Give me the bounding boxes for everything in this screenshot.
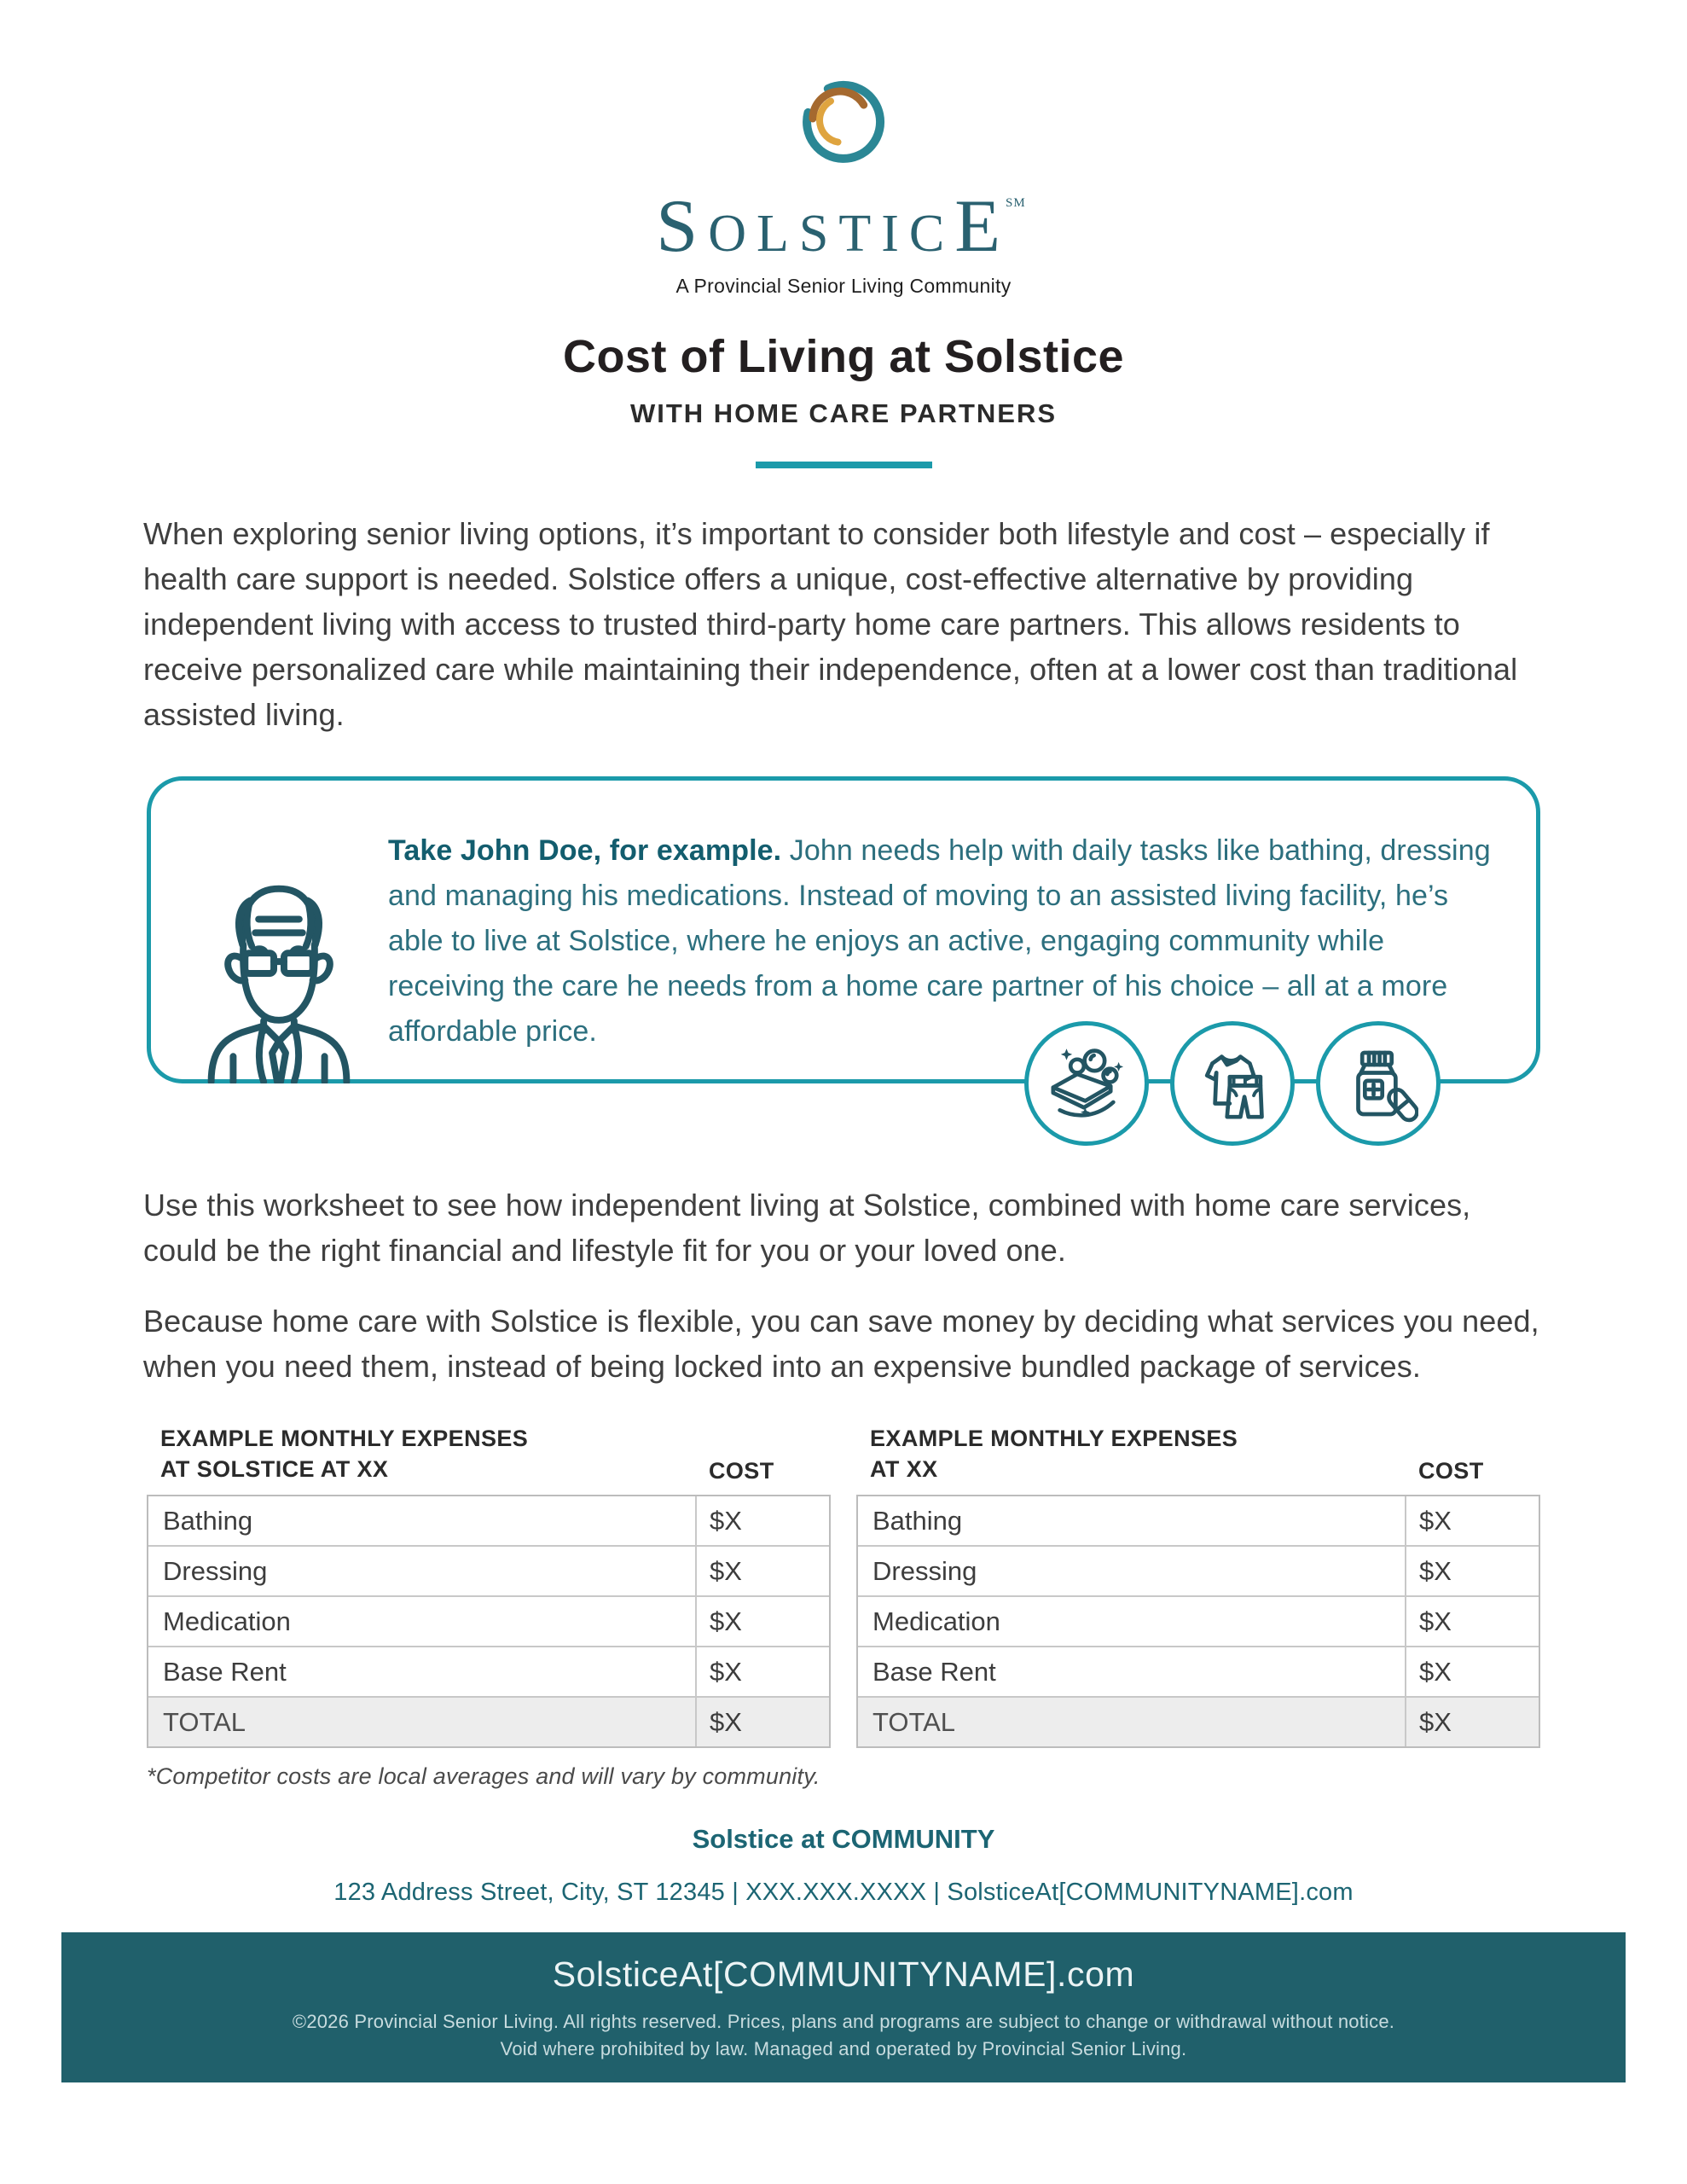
expenses-table-competitor: EXAMPLE MONTHLY EXPENSES AT XX COST Bath… [856,1423,1540,1748]
row-cost: $X [695,1597,829,1646]
table-row: Medication $X [148,1595,829,1646]
footer-legal-line-2: Void where prohibited by law. Managed an… [500,2038,1187,2059]
table-row: Medication $X [858,1595,1539,1646]
dressing-icon-circle [1170,1021,1295,1146]
brand-wordmark: S OLSTIC E SM [0,189,1687,264]
row-cost: $X [695,1698,829,1746]
footer-website: SolsticeAt[COMMUNITYNAME].com [552,1955,1135,1994]
wordmark-middle-letters: OLSTIC [708,205,955,263]
row-cost: $X [1405,1647,1539,1696]
footer-legal-line-1: ©2026 Provincial Senior Living. All righ… [292,2011,1395,2032]
cost-header: COST [1418,1458,1484,1484]
bathing-icon-circle [1024,1021,1149,1146]
row-cost: $X [1405,1496,1539,1545]
row-cost: $X [1405,1698,1539,1746]
expenses-table-solstice: EXAMPLE MONTHLY EXPENSES AT SOLSTICE AT … [147,1423,831,1748]
page-title: Cost of Living at Solstice [562,331,1125,382]
table-row: Base Rent $X [858,1646,1539,1696]
senior-resident-icon [207,885,351,1083]
row-label: Bathing [872,1505,963,1536]
brand-logo: S OLSTIC E SM A Provincial Senior Living Co… [0,0,1687,298]
medication-bottle-icon [1356,1050,1418,1123]
wordmark-first-letter: S [656,185,709,268]
flexible-paragraph: Because home care with Solstice is flexi… [143,1304,1539,1384]
row-label: Dressing [872,1555,977,1586]
community-contact: 123 Address Street, City, ST 12345 | XXX… [333,1879,1354,1906]
row-cost: $X [695,1496,829,1545]
expense-tables: EXAMPLE MONTHLY EXPENSES AT SOLSTICE AT … [147,1423,1540,1748]
table-header: EXAMPLE MONTHLY EXPENSES AT XX COST [856,1423,1540,1484]
table-title: EXAMPLE MONTHLY EXPENSES AT SOLSTICE AT … [160,1426,529,1482]
callout-text: Take John Doe, for example. John needs h… [388,828,1505,1054]
row-cost: $X [1405,1547,1539,1595]
row-cost: $X [695,1647,829,1696]
callout-lead: Take John Doe, for example. [388,834,782,867]
table-row: Base Rent $X [148,1646,829,1696]
callout-body: John needs help with daily tasks like ba… [388,834,1491,1048]
row-label: Base Rent [872,1656,996,1687]
community-name: Solstice at COMMUNITY [692,1824,995,1854]
page-subtitle: WITH HOME CARE PARTNERS [629,398,1058,428]
example-callout: Take John Doe, for example. John needs h… [147,776,1540,1146]
table-row: Bathing $X [148,1496,829,1545]
brand-tagline: A Provincial Senior Living Community [675,275,1012,297]
wordmark-last-letter: E [954,185,1012,268]
table-header: EXAMPLE MONTHLY EXPENSES AT SOLSTICE AT … [147,1423,831,1484]
title-divider [755,462,932,468]
table-body: Bathing $X Dressing $X Medication $X Bas… [147,1495,831,1748]
table-row: Dressing $X [148,1545,829,1595]
solstice-swirl-icon [803,81,885,163]
row-label: Medication [163,1606,291,1636]
footnote: *Competitor costs are local averages and… [147,1763,820,1789]
footer-legal: ©2026 Provincial Senior Living. All righ… [61,2008,1626,2063]
table-row: Bathing $X [858,1496,1539,1545]
care-service-icons [1024,1021,1441,1146]
intro-paragraph: When exploring senior living options, it… [143,516,1518,732]
table-body: Bathing $X Dressing $X Medication $X Bas… [856,1495,1540,1748]
worksheet-paragraph: Use this worksheet to see how independen… [143,1188,1471,1268]
bathing-soap-icon [1051,1048,1124,1118]
row-cost: $X [1405,1597,1539,1646]
table-title: EXAMPLE MONTHLY EXPENSES AT XX [870,1426,1238,1482]
row-cost: $X [695,1547,829,1595]
row-label: TOTAL [872,1706,956,1737]
row-label: Dressing [163,1555,268,1586]
medication-icon-circle [1316,1021,1441,1146]
table-row-total: TOTAL $X [858,1696,1539,1746]
row-label: Medication [872,1606,1000,1636]
dressing-clothes-icon [1204,1054,1264,1119]
table-row-total: TOTAL $X [148,1696,829,1746]
trademark-superscript: SM [1006,196,1026,210]
footer-bar: SolsticeAt[COMMUNITYNAME].com ©2026 Prov… [61,1932,1626,2082]
row-label: TOTAL [163,1706,246,1737]
row-label: Bathing [163,1505,253,1536]
table-row: Dressing $X [858,1545,1539,1595]
cost-header: COST [709,1458,774,1484]
row-label: Base Rent [163,1656,287,1687]
